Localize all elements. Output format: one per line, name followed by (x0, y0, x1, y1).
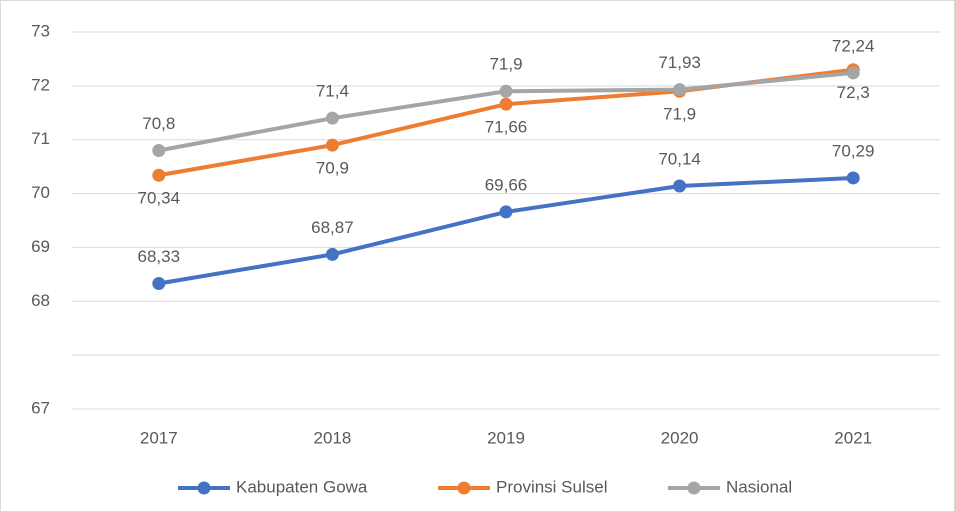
data-point (499, 84, 513, 98)
y-tick-label: 68 (31, 291, 50, 310)
data-point (499, 205, 513, 219)
data-label: 71,93 (658, 53, 701, 72)
y-tick-label: 71 (31, 129, 50, 148)
data-label: 68,33 (138, 247, 181, 266)
data-point (152, 143, 166, 157)
x-tick-label: 2020 (661, 428, 699, 447)
y-tick-label: 72 (31, 75, 50, 94)
legend-label: Provinsi Sulsel (496, 477, 608, 496)
y-tick-label: 67 (31, 398, 50, 417)
data-point (673, 83, 687, 97)
legend-label: Nasional (726, 477, 792, 496)
data-label: 70,14 (658, 150, 701, 169)
data-label: 72,24 (832, 36, 875, 55)
data-point (846, 66, 860, 80)
data-point (152, 277, 166, 291)
data-point (499, 97, 513, 111)
x-tick-label: 2017 (140, 428, 178, 447)
data-point (325, 138, 339, 152)
data-label: 69,66 (485, 175, 528, 194)
data-label: 70,29 (832, 141, 875, 160)
data-point (846, 171, 860, 185)
data-point (673, 179, 687, 193)
data-point (325, 247, 339, 261)
y-tick-label: 73 (31, 21, 50, 40)
data-label: 71,66 (485, 118, 528, 137)
data-label: 71,9 (663, 105, 696, 124)
legend-marker (457, 481, 471, 495)
legend-marker (197, 481, 211, 495)
x-tick-label: 2021 (834, 428, 872, 447)
data-label: 70,34 (138, 189, 181, 208)
x-tick-label: 2019 (487, 428, 525, 447)
legend-marker (687, 481, 701, 495)
data-point (325, 111, 339, 125)
y-tick-label: 69 (31, 237, 50, 256)
data-label: 72,3 (837, 83, 870, 102)
legend-label: Kabupaten Gowa (236, 477, 368, 496)
data-label: 70,9 (316, 159, 349, 178)
data-label: 70,8 (142, 114, 175, 133)
x-tick-label: 2018 (313, 428, 351, 447)
data-label: 68,87 (311, 218, 354, 237)
y-tick-label: 70 (31, 183, 50, 202)
data-label: 71,4 (316, 82, 349, 101)
data-label: 71,9 (489, 55, 522, 74)
data-point (152, 168, 166, 182)
